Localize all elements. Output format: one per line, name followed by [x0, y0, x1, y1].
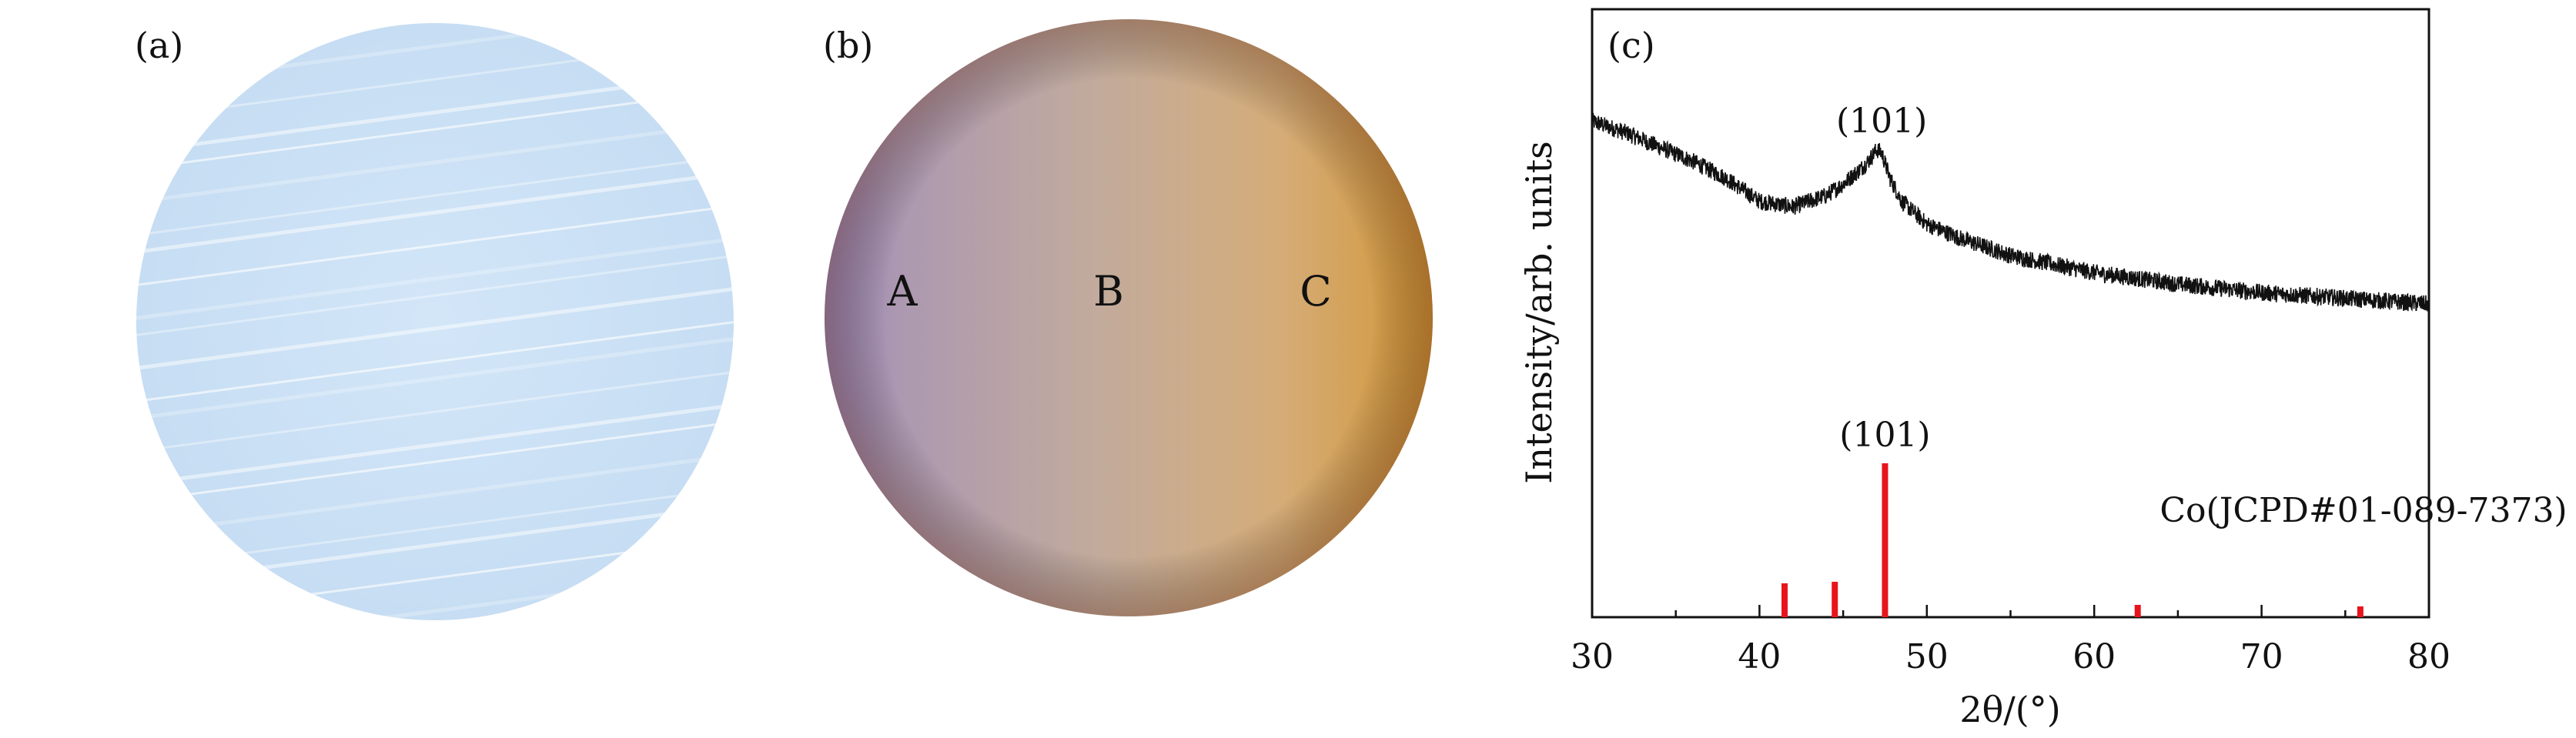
x-tick-label: 50	[1905, 637, 1949, 676]
wafer-a-streak	[136, 334, 734, 423]
wafer-a-streak	[136, 400, 734, 489]
wafer-a-streak	[136, 202, 734, 289]
point-b-label: B	[1093, 267, 1124, 316]
reference-peak	[1832, 582, 1838, 617]
reference-peak	[1882, 463, 1889, 617]
x-axis-label: 2θ/(°)	[1959, 689, 2060, 730]
wafer-a-streak	[136, 368, 734, 456]
panel-label-b: (b)	[823, 25, 874, 66]
wafer-a-streak	[136, 234, 734, 323]
point-c-label: C	[1300, 267, 1331, 316]
wafer-a-streak	[136, 418, 734, 506]
wafer-a-disk	[136, 23, 734, 620]
reference-peak	[2134, 605, 2141, 617]
wafer-a-streak	[136, 168, 734, 257]
reference-peak	[1781, 583, 1788, 617]
wafer-a-streak	[136, 118, 734, 207]
x-tick-label: 40	[1738, 637, 1781, 676]
x-tick-label: 60	[2073, 637, 2116, 676]
wafer-a-streak	[136, 450, 734, 539]
y-axis-label: Intensity/arb. units	[1518, 141, 1560, 484]
x-tick-label: 70	[2240, 637, 2283, 676]
reference-peak	[2357, 606, 2364, 617]
panel-label-a: (a)	[135, 25, 184, 66]
x-axis-tick-labels: 30 40 50 60 70 80	[1571, 637, 2451, 676]
wafer-a-streak	[136, 318, 734, 406]
wafer-b-edge-shade	[825, 19, 1433, 616]
wafer-a-streak	[136, 152, 734, 239]
panel-a	[136, 23, 734, 620]
x-tick-label: 80	[2407, 637, 2451, 676]
reference-peaks	[1781, 463, 2364, 617]
wafer-a-streak	[136, 284, 734, 373]
reference-peak-label: (101)	[1839, 416, 1930, 455]
measured-trace	[1591, 112, 2430, 312]
x-axis-ticks	[1591, 605, 2430, 617]
reference-name: Co(JCPD#01-089-7373)	[2159, 491, 2567, 530]
wafer-a-streak	[136, 252, 734, 339]
point-a-label: A	[887, 267, 918, 316]
panel-b: A B C	[825, 19, 1433, 616]
panel-c-chart: 30 40 50 60 70 80 (101) (101) Co(JCPD#01-089-…	[1518, 8, 2568, 730]
measured-peak-label: (101)	[1836, 102, 1927, 141]
panel-label-c: (c)	[1607, 25, 1655, 66]
x-tick-label: 30	[1571, 637, 1614, 676]
